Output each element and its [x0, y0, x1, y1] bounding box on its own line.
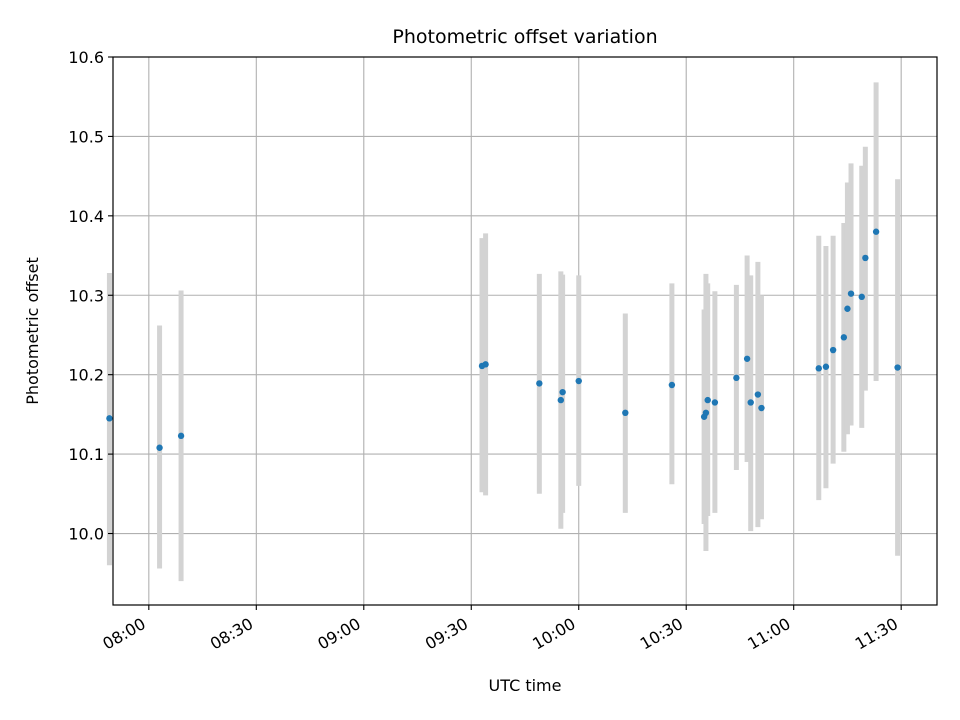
data-point: [622, 409, 629, 417]
y-tick-label: 10.4: [68, 207, 104, 226]
y-tick-label: 10.0: [68, 525, 104, 544]
data-point: [815, 365, 822, 372]
data-point: [844, 305, 851, 312]
data-point: [557, 396, 565, 404]
data-point: [559, 388, 566, 396]
y-tick-label: 10.3: [68, 286, 104, 305]
data-point: [733, 374, 740, 382]
data-points: [106, 228, 901, 451]
data-point: [858, 293, 865, 301]
data-point: [872, 228, 880, 235]
data-point: [758, 404, 765, 412]
x-axis-title: UTC time: [489, 676, 562, 695]
data-point: [702, 409, 710, 417]
data-point: [822, 363, 830, 370]
data-point: [704, 396, 711, 404]
data-point: [847, 290, 855, 297]
data-point: [840, 334, 848, 341]
data-point: [829, 346, 837, 354]
y-tick-label: 10.6: [68, 48, 104, 67]
data-point: [106, 415, 113, 422]
y-tick-label: 10.1: [68, 445, 104, 464]
data-point: [156, 444, 163, 451]
data-point: [754, 391, 762, 398]
data-point: [482, 361, 489, 368]
y-tick-label: 10.5: [68, 127, 104, 146]
data-point: [711, 399, 719, 406]
data-point: [668, 381, 676, 389]
y-axis-title: Photometric offset: [23, 257, 42, 405]
y-axis: 10.0 10.1 10.2 10.3 10.4 10.5 10.6: [68, 48, 113, 544]
data-point: [177, 432, 185, 440]
data-point: [894, 364, 901, 371]
plot-frame: [112, 56, 938, 606]
chart-title: Photometric offset variation: [392, 26, 657, 48]
data-point: [575, 377, 582, 385]
data-point: [743, 355, 751, 362]
data-point: [862, 254, 869, 262]
data-point: [536, 380, 543, 387]
y-tick-label: 10.2: [68, 366, 104, 385]
data-point: [747, 399, 754, 406]
